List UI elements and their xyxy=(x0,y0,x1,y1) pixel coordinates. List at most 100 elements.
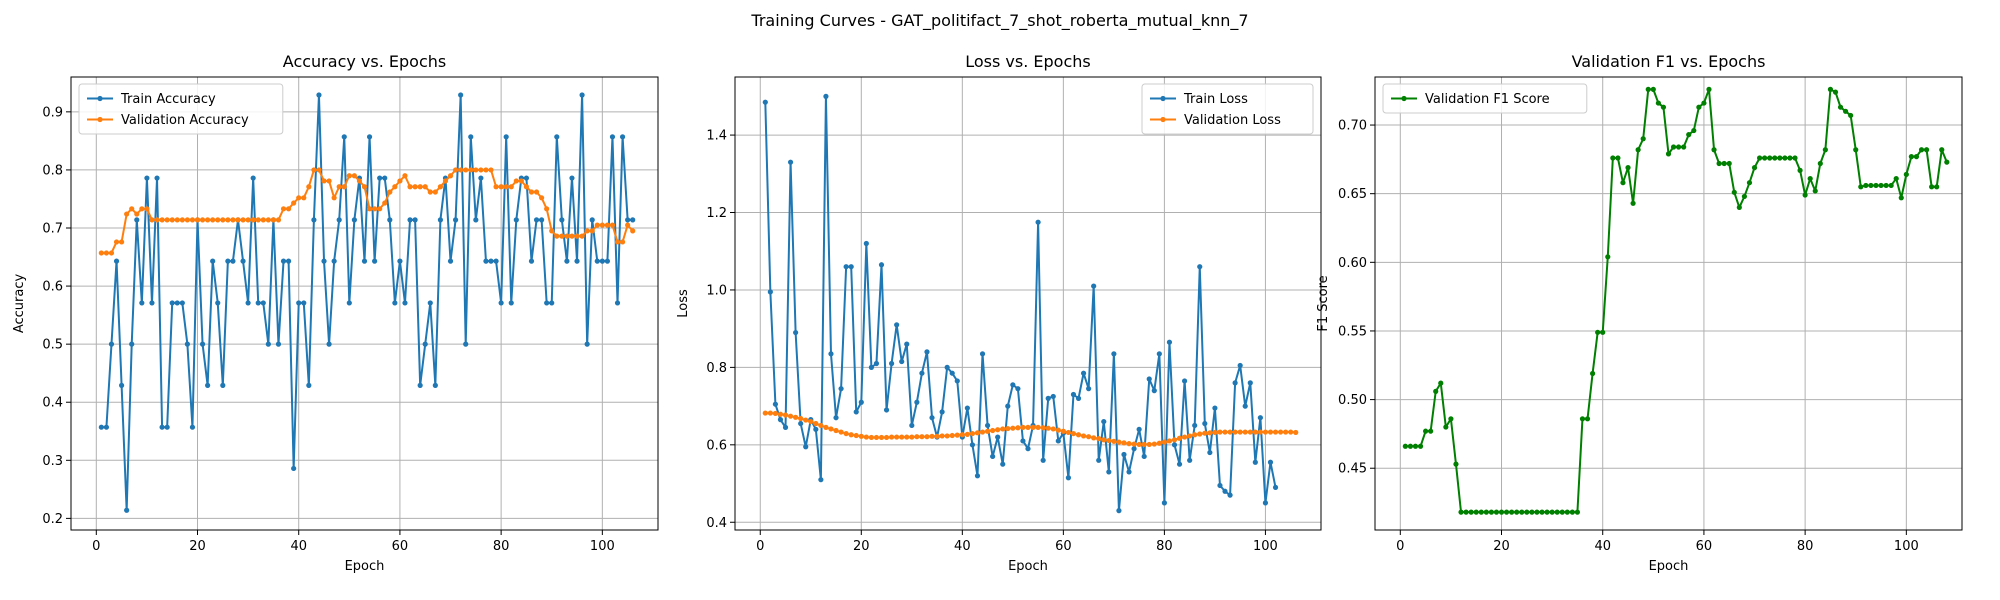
data-point xyxy=(270,217,277,223)
y-tick-label: 0.3 xyxy=(42,454,63,469)
data-point xyxy=(1428,428,1434,434)
data-point xyxy=(493,258,499,264)
data-point xyxy=(858,433,864,439)
data-point xyxy=(1015,386,1021,392)
data-point xyxy=(1762,155,1768,161)
data-point xyxy=(513,217,519,223)
data-point xyxy=(1237,362,1243,369)
data-point xyxy=(1554,509,1560,515)
data-point xyxy=(1630,200,1636,206)
data-point xyxy=(1858,184,1864,190)
data-point xyxy=(787,159,794,165)
data-point xyxy=(1853,147,1859,153)
data-point xyxy=(296,300,302,306)
data-point xyxy=(316,92,322,98)
data-point xyxy=(1519,509,1525,515)
data-point xyxy=(1802,192,1808,198)
data-point xyxy=(321,258,327,264)
data-point xyxy=(407,217,413,223)
data-point xyxy=(1731,189,1737,195)
data-point xyxy=(1065,475,1072,481)
data-point xyxy=(280,206,287,212)
data-point xyxy=(417,184,423,190)
data-point xyxy=(1267,459,1274,465)
y-tick-label: 1.0 xyxy=(706,283,727,298)
data-point xyxy=(808,418,814,425)
y-tick-label: 0.60 xyxy=(1338,256,1367,271)
data-point xyxy=(1050,426,1056,432)
data-point xyxy=(498,184,504,190)
data-point xyxy=(1696,104,1702,110)
data-point xyxy=(1106,469,1112,475)
data-point xyxy=(1106,437,1112,444)
data-point xyxy=(1131,441,1137,447)
data-point xyxy=(533,217,540,223)
data-point xyxy=(1035,219,1041,225)
data-point xyxy=(215,217,221,223)
data-point xyxy=(311,167,317,173)
data-point xyxy=(240,258,246,264)
data-point xyxy=(387,217,393,223)
data-point xyxy=(619,239,626,245)
data-point xyxy=(372,206,378,212)
data-point xyxy=(609,134,616,140)
data-point xyxy=(1045,395,1051,401)
axes-frame xyxy=(734,76,1322,531)
data-point xyxy=(199,217,206,223)
data-point xyxy=(488,167,494,173)
data-point xyxy=(1005,425,1011,432)
data-point xyxy=(594,258,600,264)
x-tick-label: 100 xyxy=(1894,539,1919,554)
data-point xyxy=(899,358,905,365)
data-point xyxy=(823,424,829,430)
data-point xyxy=(554,233,560,239)
data-point xyxy=(838,386,844,392)
data-point xyxy=(1166,339,1173,345)
data-point xyxy=(1025,424,1031,430)
data-point xyxy=(1101,418,1107,425)
chart-2: 0 20 40 60 80 100 0.4 0.6 0.8 1.0 1.2 1.4 Loss vs. E… xyxy=(676,52,1322,574)
x-tick-label: 0 xyxy=(92,539,100,554)
data-point xyxy=(503,134,509,140)
y-tick-label: 0.45 xyxy=(1338,462,1367,477)
data-point xyxy=(1767,155,1773,161)
data-point xyxy=(1787,155,1793,161)
data-point xyxy=(1868,182,1874,189)
data-point xyxy=(392,300,398,306)
data-point xyxy=(782,424,789,430)
data-point xyxy=(108,250,115,256)
data-point xyxy=(909,434,915,440)
data-point xyxy=(904,434,910,440)
data-point xyxy=(1257,415,1263,421)
data-point xyxy=(483,258,489,264)
legend-swatch-marker xyxy=(1401,95,1407,102)
data-point xyxy=(169,300,175,306)
data-point xyxy=(1468,509,1474,515)
data-point xyxy=(1202,420,1208,427)
data-point xyxy=(1070,391,1077,398)
data-point xyxy=(584,341,590,347)
data-point xyxy=(1812,188,1818,194)
data-point xyxy=(1217,429,1223,435)
data-point xyxy=(463,167,469,173)
data-point xyxy=(250,217,256,223)
data-point xyxy=(427,300,433,306)
data-point xyxy=(1640,136,1646,142)
data-point xyxy=(964,405,970,411)
data-point xyxy=(878,434,885,441)
data-point xyxy=(1595,329,1601,335)
x-tick-label: 0 xyxy=(1396,539,1404,554)
x-tick-label: 60 xyxy=(1055,539,1072,554)
data-point xyxy=(564,258,570,264)
data-point xyxy=(397,178,403,184)
x-tick-label: 40 xyxy=(290,539,307,554)
data-point xyxy=(924,434,930,440)
data-point xyxy=(1176,461,1183,467)
data-point xyxy=(1257,429,1263,435)
data-point xyxy=(853,432,859,439)
y-tick-label: 0.50 xyxy=(1338,393,1367,408)
data-point xyxy=(1463,509,1469,515)
data-point xyxy=(1252,459,1258,465)
data-point xyxy=(1010,425,1016,431)
data-point xyxy=(959,432,965,438)
